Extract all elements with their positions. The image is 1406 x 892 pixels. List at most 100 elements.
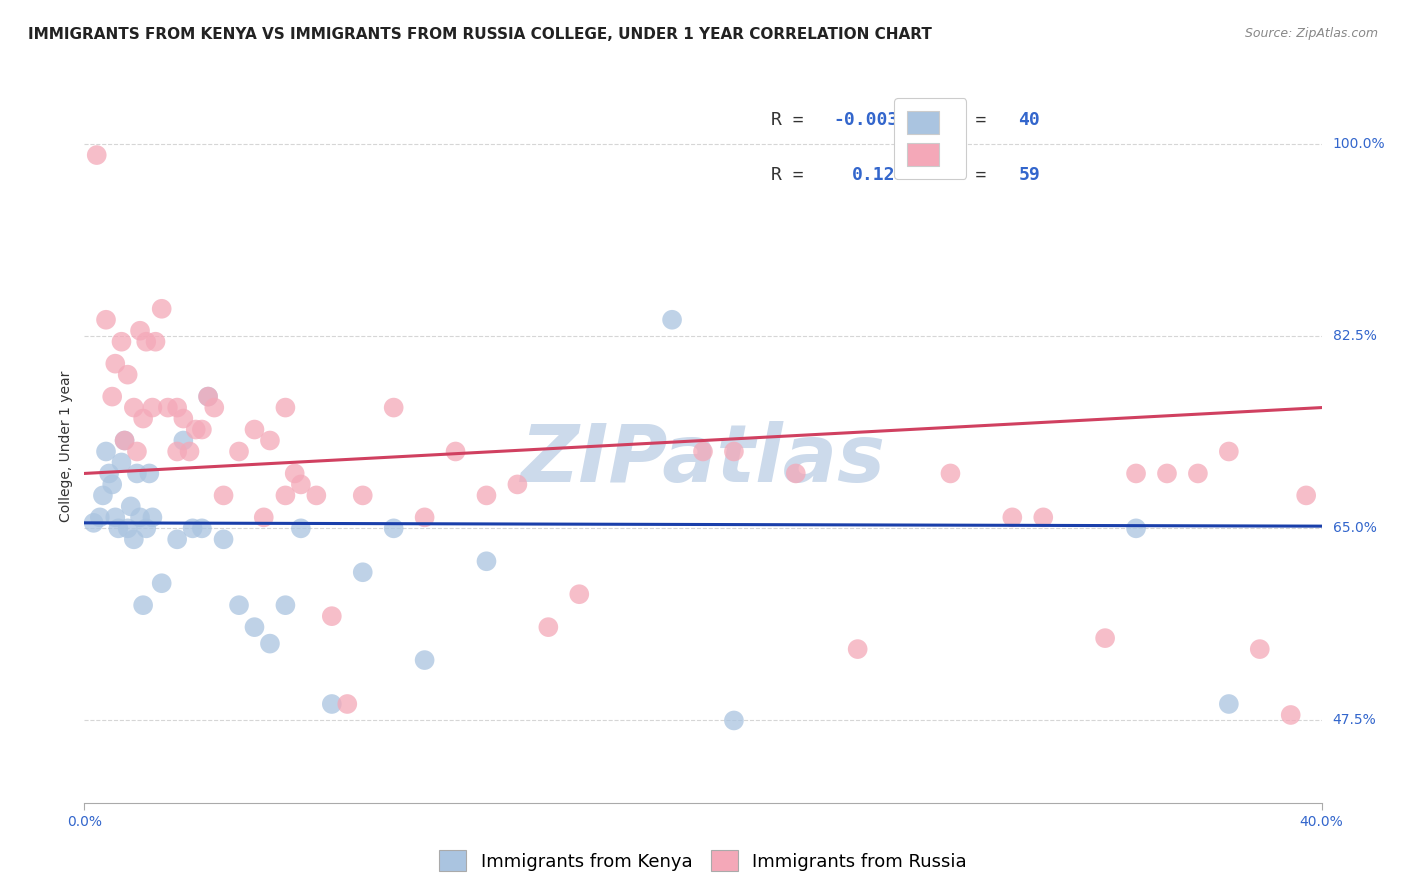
Point [1279,708,1302,723]
Point [444,444,467,458]
Text: 0.127: 0.127 [852,166,905,184]
Text: 65.0%: 65.0% [1333,521,1376,535]
Point [107,521,129,535]
Point [191,521,214,535]
Point [568,587,591,601]
Text: R =: R = [770,166,825,184]
Point [1295,488,1317,502]
Point [846,642,869,657]
Point [1249,642,1271,657]
Point [1218,444,1240,458]
Text: N =: N = [932,111,997,128]
Point [290,521,312,535]
Point [228,444,250,458]
Point [321,609,343,624]
Point [723,714,745,728]
Text: R =: R = [770,111,814,128]
Point [537,620,560,634]
Point [243,423,266,437]
Legend: , : , [894,98,966,179]
Point [132,411,155,425]
Point [122,533,145,547]
Point [117,368,139,382]
Text: 100.0%: 100.0% [1333,137,1385,151]
Point [382,521,405,535]
Point [104,357,127,371]
Point [101,390,124,404]
Text: N =: N = [932,166,997,184]
Point [125,444,148,458]
Point [692,444,714,458]
Point [1156,467,1178,481]
Point [228,598,250,612]
Point [284,467,307,481]
Point [129,324,152,338]
Point [104,510,127,524]
Point [1125,467,1147,481]
Point [202,401,225,415]
Legend: Immigrants from Kenya, Immigrants from Russia: Immigrants from Kenya, Immigrants from R… [430,841,976,880]
Point [135,521,157,535]
Text: 47.5%: 47.5% [1333,714,1376,728]
Point [197,390,219,404]
Point [141,510,163,524]
Point [290,477,312,491]
Point [475,554,498,568]
Point [1187,467,1209,481]
Point [114,434,136,448]
Text: 40: 40 [1018,111,1040,128]
Point [132,598,155,612]
Point [89,510,111,524]
Point [1032,510,1054,524]
Point [352,488,374,502]
Point [122,401,145,415]
Point [259,637,281,651]
Point [259,434,281,448]
Point [305,488,328,502]
Text: ZIPatlas: ZIPatlas [520,421,886,500]
Text: Source: ZipAtlas.com: Source: ZipAtlas.com [1244,27,1378,40]
Point [184,423,207,437]
Point [141,401,163,415]
Point [117,521,139,535]
Point [785,467,807,481]
Point [1125,521,1147,535]
Point [156,401,179,415]
Point [253,510,276,524]
Point [150,301,173,316]
Point [212,533,235,547]
Text: IMMIGRANTS FROM KENYA VS IMMIGRANTS FROM RUSSIA COLLEGE, UNDER 1 YEAR CORRELATIO: IMMIGRANTS FROM KENYA VS IMMIGRANTS FROM… [28,27,932,42]
Point [413,510,436,524]
Point [723,444,745,458]
Point [1094,631,1116,645]
Point [125,467,148,481]
Point [243,620,266,634]
Point [382,401,405,415]
Point [1001,510,1024,524]
Point [145,334,167,349]
Point [150,576,173,591]
Text: 59: 59 [1018,166,1040,184]
Point [321,697,343,711]
Point [101,477,124,491]
Point [352,566,374,580]
Point [475,488,498,502]
Point [172,434,194,448]
Text: 82.5%: 82.5% [1333,329,1376,343]
Point [83,516,105,530]
Point [413,653,436,667]
Point [181,521,204,535]
Point [939,467,962,481]
Point [138,467,160,481]
Point [336,697,359,711]
Point [661,312,683,326]
Point [191,423,214,437]
Point [94,312,117,326]
Point [110,334,132,349]
Point [274,401,297,415]
Y-axis label: College, Under 1 year: College, Under 1 year [59,370,73,522]
Text: -0.003: -0.003 [832,111,898,128]
Point [1218,697,1240,711]
Point [98,467,121,481]
Point [114,434,136,448]
